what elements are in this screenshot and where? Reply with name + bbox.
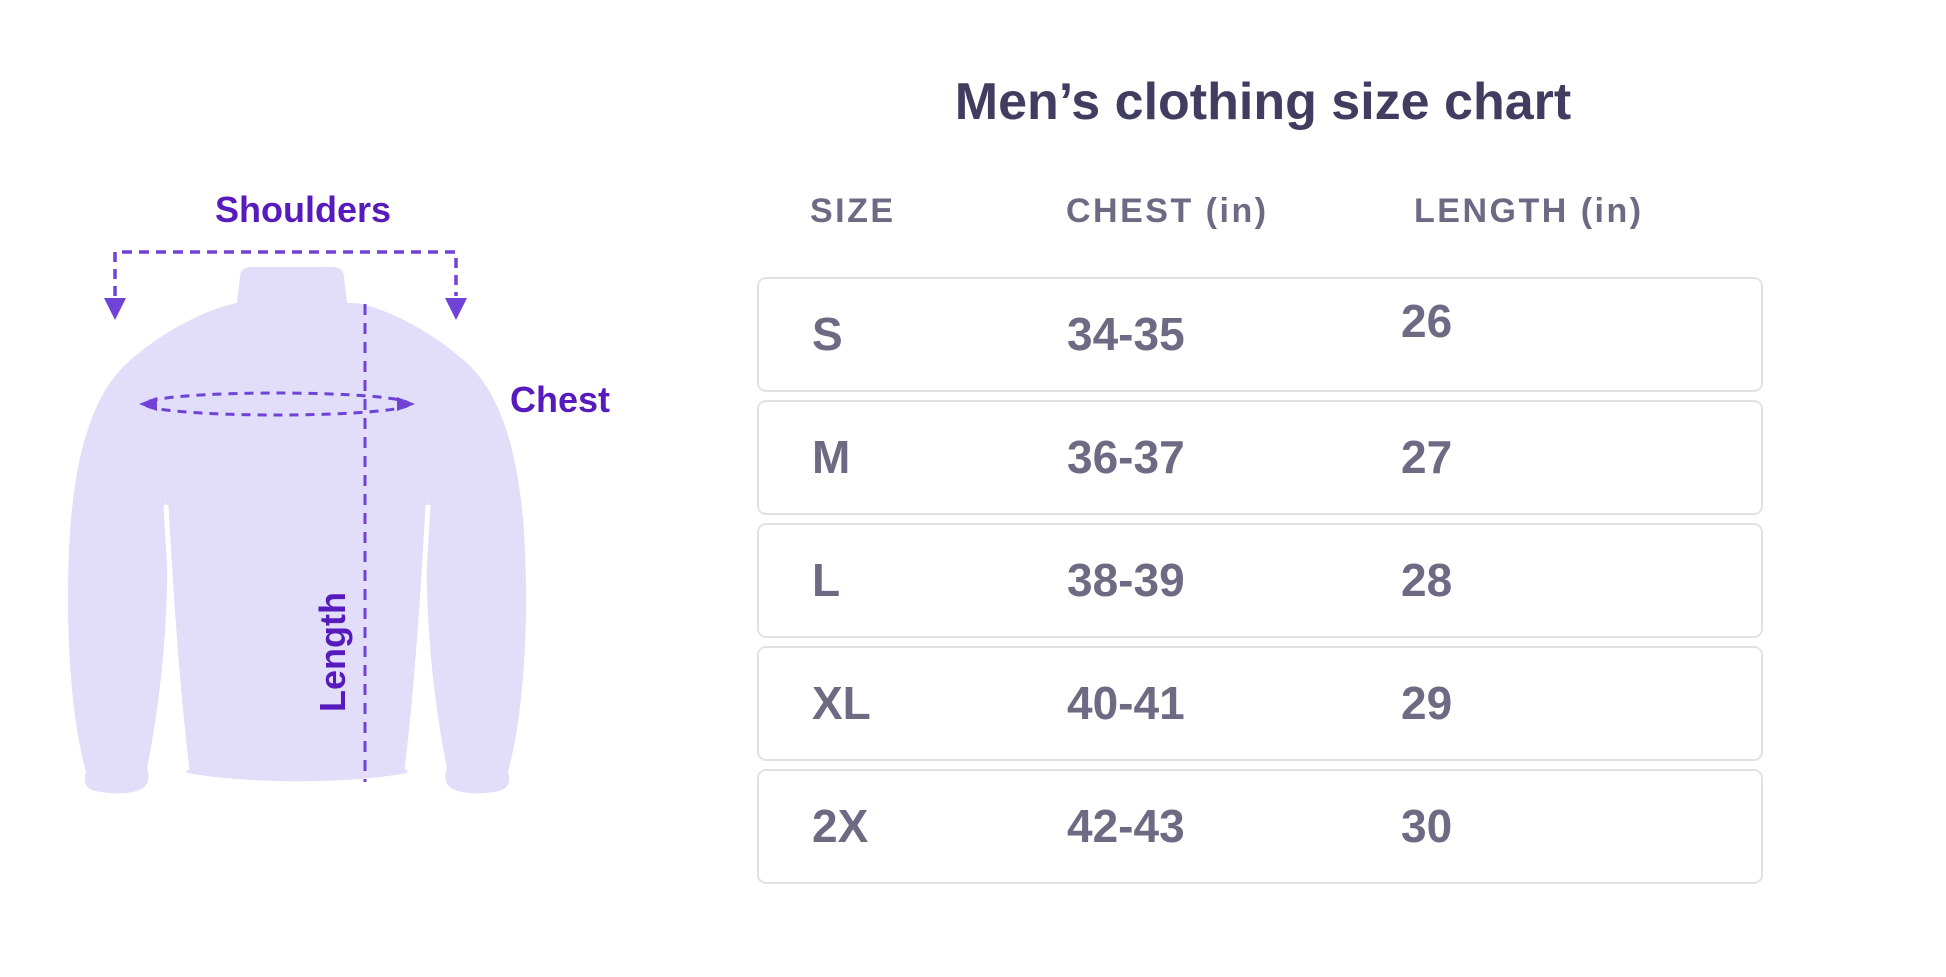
size-value: L bbox=[812, 554, 841, 606]
table-row-xl: XL 40-41 29 bbox=[757, 646, 1763, 761]
chest-value: 42-43 bbox=[1067, 800, 1185, 852]
page-title: Men’s clothing size chart bbox=[954, 73, 1572, 131]
shirt-diagram bbox=[67, 250, 527, 794]
shoulders-measure-bracket bbox=[113, 250, 458, 296]
size-value: XL bbox=[812, 677, 871, 729]
table-row-l: L 38-39 28 bbox=[757, 523, 1763, 638]
size-value: M bbox=[812, 431, 851, 483]
length-value: 29 bbox=[1401, 677, 1453, 729]
size-value: S bbox=[812, 308, 843, 360]
size-value: 2X bbox=[812, 800, 869, 852]
right-sleeve-crease bbox=[404, 504, 431, 771]
column-header-chest: CHEST (in) bbox=[1066, 192, 1269, 230]
left-sleeve-crease bbox=[163, 504, 190, 771]
chest-label: Chest bbox=[509, 379, 611, 420]
column-header-size: SIZE bbox=[810, 192, 896, 230]
table-row-m: M 36-37 27 bbox=[757, 400, 1763, 515]
length-value: 30 bbox=[1401, 800, 1453, 852]
column-header-length: LENGTH (in) bbox=[1414, 192, 1644, 230]
table-row-2x: 2X 42-43 30 bbox=[757, 769, 1763, 884]
shoulders-label: Shoulders bbox=[214, 189, 392, 230]
chest-value: 36-37 bbox=[1067, 431, 1185, 483]
length-value: 27 bbox=[1401, 431, 1453, 483]
shirt-graphic bbox=[67, 267, 527, 794]
chest-value: 40-41 bbox=[1067, 677, 1185, 729]
length-value: 26 bbox=[1401, 295, 1453, 347]
chest-value: 34-35 bbox=[1067, 308, 1185, 360]
shoulders-arrow-right-icon bbox=[445, 298, 467, 320]
chest-value: 38-39 bbox=[1067, 554, 1185, 606]
chest-arrow-right-icon bbox=[397, 397, 415, 411]
length-label: Length bbox=[312, 592, 353, 712]
shoulders-arrow-left-icon bbox=[104, 298, 126, 320]
chest-arrow-left-icon bbox=[139, 397, 157, 411]
length-value: 28 bbox=[1401, 554, 1453, 606]
table-row-s: S 34-35 26 bbox=[757, 277, 1763, 392]
